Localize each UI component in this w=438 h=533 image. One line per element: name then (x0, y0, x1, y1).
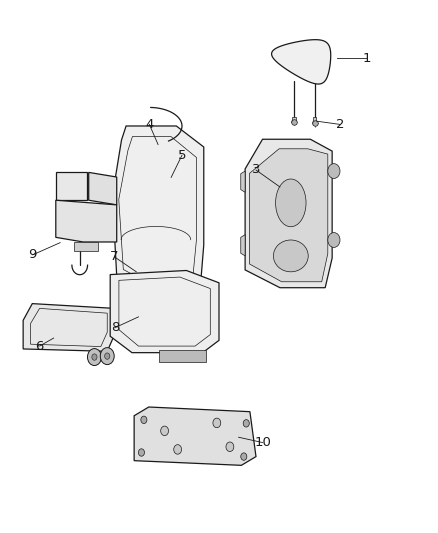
Text: 7: 7 (110, 251, 119, 263)
Polygon shape (74, 242, 99, 251)
Circle shape (105, 353, 110, 359)
Circle shape (241, 453, 247, 461)
Ellipse shape (276, 179, 306, 227)
Circle shape (92, 354, 97, 360)
Polygon shape (56, 200, 117, 242)
Polygon shape (245, 139, 332, 288)
Circle shape (243, 419, 249, 427)
Text: 10: 10 (254, 436, 271, 449)
Text: 4: 4 (145, 118, 154, 131)
Circle shape (161, 426, 169, 435)
Polygon shape (113, 126, 204, 301)
Text: 3: 3 (252, 164, 260, 176)
Polygon shape (250, 149, 328, 282)
Text: 1: 1 (363, 52, 371, 64)
Polygon shape (110, 270, 219, 353)
Polygon shape (241, 235, 245, 256)
Ellipse shape (273, 240, 308, 272)
Circle shape (328, 232, 340, 247)
Text: 2: 2 (336, 118, 344, 131)
Text: 9: 9 (28, 248, 37, 261)
Polygon shape (313, 117, 317, 120)
Polygon shape (23, 304, 115, 351)
Text: 8: 8 (111, 321, 120, 334)
Polygon shape (159, 350, 206, 362)
Circle shape (174, 445, 182, 454)
Text: 6: 6 (35, 340, 44, 352)
Circle shape (138, 449, 145, 456)
Circle shape (328, 164, 340, 179)
Polygon shape (272, 39, 331, 84)
Circle shape (213, 418, 221, 427)
Polygon shape (134, 407, 256, 465)
Circle shape (141, 416, 147, 424)
Text: c: c (308, 58, 312, 64)
Polygon shape (56, 172, 88, 200)
Polygon shape (88, 172, 117, 205)
Circle shape (226, 442, 234, 451)
Polygon shape (292, 117, 296, 120)
Circle shape (100, 348, 114, 365)
Circle shape (88, 349, 102, 366)
Text: 5: 5 (178, 149, 186, 161)
Polygon shape (241, 171, 245, 192)
